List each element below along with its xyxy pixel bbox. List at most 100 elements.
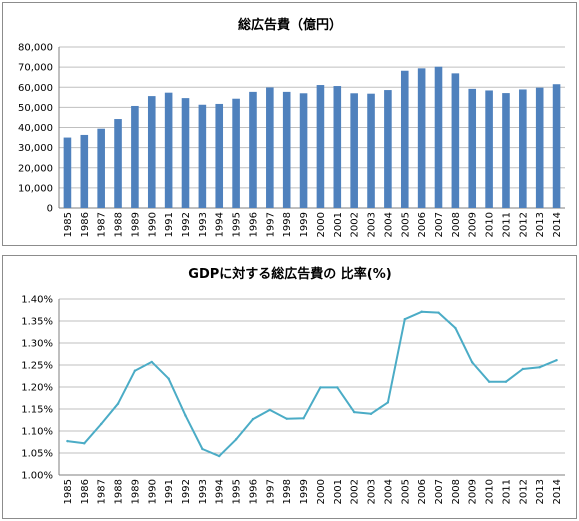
data-point xyxy=(99,422,103,426)
x-tick-label: 1987 xyxy=(97,212,108,237)
data-point xyxy=(251,417,255,421)
bar xyxy=(249,91,257,208)
bar xyxy=(384,90,392,208)
x-tick-label: 1986 xyxy=(80,212,91,237)
bar xyxy=(198,104,207,208)
x-tick-label: 1989 xyxy=(130,479,141,504)
y-tick-label: 1.10% xyxy=(21,427,53,438)
y-tick-label: 1.30% xyxy=(21,339,53,350)
ad-gdp-ratio-line-chart: GDPに対する総広告費の 比率(%) 1.00% 1.05% 1.10% 1.15% 1… xyxy=(21,266,565,504)
x-tick-label: 1993 xyxy=(198,479,209,504)
y-tick-label: 1.40% xyxy=(21,295,53,306)
bar xyxy=(114,119,122,208)
bar xyxy=(63,137,72,208)
x-tick-label: 2005 xyxy=(400,212,411,237)
x-tick-label: 2014 xyxy=(552,479,563,504)
data-point xyxy=(403,318,406,321)
data-point xyxy=(133,369,137,372)
data-point xyxy=(167,377,170,380)
data-point xyxy=(116,402,120,405)
data-point xyxy=(437,311,440,314)
data-point xyxy=(504,380,508,383)
bar xyxy=(485,90,493,208)
x-tick-label: 2000 xyxy=(316,212,327,237)
bar xyxy=(451,73,460,209)
data-point xyxy=(352,410,356,414)
ad-spend-bar-chart-panel: 総広告費（億円） 0 10,000 20,000 30,000 40,000 50,000… xyxy=(2,2,577,246)
x-tick-label: 2001 xyxy=(333,479,344,504)
x-tick-label: 2014 xyxy=(552,212,563,237)
y-tick-label: 20,000 xyxy=(18,163,53,174)
data-point xyxy=(150,360,153,364)
ad-gdp-ratio-line-chart-panel: GDPに対する総広告費の 比率(%) 1.00% 1.05% 1.10% 1.15% 1… xyxy=(2,255,577,519)
x-tick-label: 1988 xyxy=(114,212,125,237)
x-tick-label: 2012 xyxy=(518,212,529,237)
x-tick-label: 2013 xyxy=(535,479,546,504)
data-point xyxy=(285,417,288,420)
data-point xyxy=(184,414,187,417)
x-tick-label: 2013 xyxy=(535,212,546,237)
x-tick-label: 1991 xyxy=(164,479,175,504)
bar xyxy=(181,98,190,208)
x-tick-label: 1997 xyxy=(265,212,276,237)
data-point xyxy=(83,442,86,445)
y-tick-label: 10,000 xyxy=(18,183,53,194)
x-tick-label: 1996 xyxy=(248,212,259,237)
data-point xyxy=(471,361,474,364)
x-tick-label: 1994 xyxy=(215,479,226,504)
y-tick-label: 50,000 xyxy=(18,103,53,114)
x-tick-label: 2003 xyxy=(367,479,378,504)
bar xyxy=(97,128,105,208)
x-tick-label: 1990 xyxy=(147,479,158,504)
y-tick-label: 0 xyxy=(47,204,53,215)
x-tick-label: 2007 xyxy=(434,212,445,237)
x-tick-label: 2007 xyxy=(434,479,445,504)
x-tick-label: 2002 xyxy=(350,479,361,504)
x-tick-label: 2006 xyxy=(417,212,428,237)
y-tick-label: 60,000 xyxy=(18,83,53,94)
bar xyxy=(350,93,358,208)
x-tick-label: 2009 xyxy=(468,212,479,237)
bar xyxy=(147,96,156,208)
x-tick-label: 1999 xyxy=(299,479,310,504)
bar xyxy=(232,98,240,208)
data-point xyxy=(319,386,322,389)
data-point xyxy=(555,358,558,362)
bar xyxy=(80,134,89,208)
data-point xyxy=(420,310,423,313)
x-tick-label: 2004 xyxy=(383,212,394,237)
x-tick-label: 2008 xyxy=(451,479,462,504)
bar xyxy=(131,105,139,208)
data-point xyxy=(487,380,491,383)
bar xyxy=(519,89,527,208)
bar xyxy=(282,91,291,208)
x-tick-label: 1991 xyxy=(164,212,175,237)
bar xyxy=(502,93,510,208)
chart-title: 総広告費（億円） xyxy=(238,17,342,33)
data-point xyxy=(336,386,339,389)
bar xyxy=(299,93,308,208)
x-tick-label: 2010 xyxy=(485,212,496,237)
x-tick-label: 2011 xyxy=(501,479,512,504)
x-tick-label: 2004 xyxy=(383,479,394,504)
y-tick-label: 1.20% xyxy=(21,383,53,394)
x-tick-label: 2002 xyxy=(350,212,361,237)
data-point xyxy=(302,417,305,420)
x-tick-label: 1995 xyxy=(232,212,243,237)
y-tick-label: 1.25% xyxy=(21,361,53,372)
x-tick-label: 1996 xyxy=(248,479,259,504)
x-tick-label: 1993 xyxy=(198,212,209,237)
bar xyxy=(316,85,325,208)
x-tick-label: 1998 xyxy=(282,479,293,504)
x-tick-label: 1997 xyxy=(265,479,276,504)
x-tick-label: 2011 xyxy=(501,212,512,237)
data-point xyxy=(201,447,204,451)
x-tick-label: 1992 xyxy=(181,479,192,504)
bar xyxy=(535,87,544,208)
x-tick-label: 2010 xyxy=(485,479,496,504)
x-tick-label: 2005 xyxy=(400,479,411,504)
x-tick-label: 1998 xyxy=(282,212,293,237)
x-tick-label: 1992 xyxy=(181,212,192,237)
bar xyxy=(164,92,173,208)
data-point xyxy=(521,367,525,371)
